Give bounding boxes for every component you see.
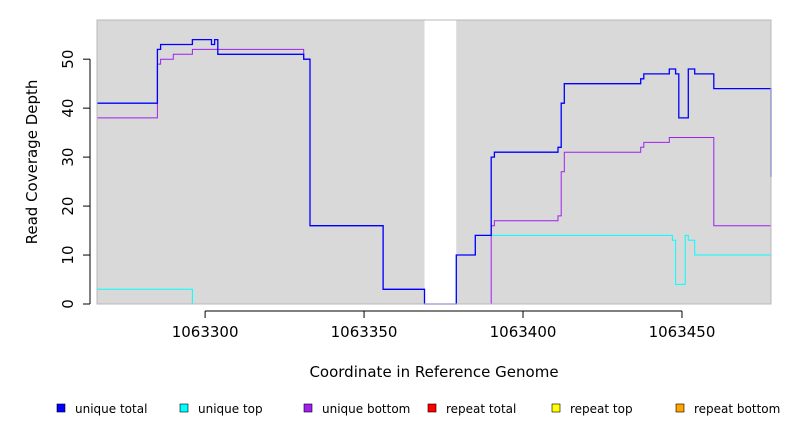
legend-label: unique total bbox=[75, 402, 147, 416]
x-tick-label: 1063350 bbox=[331, 323, 398, 341]
legend-item-unique-top: unique top bbox=[179, 402, 263, 416]
y-axis-title: Read Coverage Depth bbox=[23, 80, 41, 245]
legend-swatch bbox=[675, 403, 685, 413]
legend-item-repeat-bottom: repeat bottom bbox=[675, 402, 780, 416]
legend-swatch bbox=[551, 403, 561, 413]
y-axis: 0 10 20 30 40 50 bbox=[59, 50, 91, 309]
y-tick-label: 50 bbox=[59, 50, 77, 69]
legend-label: unique bottom bbox=[322, 402, 410, 416]
legend: unique total unique top unique bottom repea… bbox=[56, 402, 780, 416]
plot-frame bbox=[96, 19, 772, 305]
legend-label: repeat total bbox=[446, 402, 516, 416]
y-tick-label: 30 bbox=[59, 148, 77, 167]
y-tick-label: 20 bbox=[59, 197, 77, 216]
x-axis: 1063300 1063350 1063400 1063450 bbox=[172, 310, 716, 341]
legend-swatch bbox=[427, 403, 437, 413]
legend-item-unique-bottom: unique bottom bbox=[303, 402, 410, 416]
legend-label: repeat bottom bbox=[694, 402, 780, 416]
y-tick-label: 40 bbox=[59, 99, 77, 118]
x-tick-label: 1063450 bbox=[649, 323, 716, 341]
series-line-unique-total bbox=[97, 38, 772, 305]
x-tick-label: 1063300 bbox=[172, 323, 239, 341]
legend-item-unique-total: unique total bbox=[56, 402, 147, 416]
legend-swatch bbox=[56, 403, 66, 413]
y-tick-label: 10 bbox=[59, 245, 77, 264]
series-line-unique-bottom bbox=[97, 48, 771, 305]
legend-swatch bbox=[303, 403, 313, 413]
y-tick-label: 0 bbox=[59, 299, 77, 309]
gap-region bbox=[424, 20, 457, 304]
legend-swatch bbox=[179, 403, 189, 413]
legend-item-repeat-top: repeat top bbox=[551, 402, 633, 416]
legend-label: unique top bbox=[198, 402, 263, 416]
legend-item-repeat-total: repeat total bbox=[427, 402, 516, 416]
x-axis-title: Coordinate in Reference Genome bbox=[309, 363, 558, 381]
legend-label: repeat top bbox=[570, 402, 633, 416]
x-tick-label: 1063400 bbox=[490, 323, 557, 341]
